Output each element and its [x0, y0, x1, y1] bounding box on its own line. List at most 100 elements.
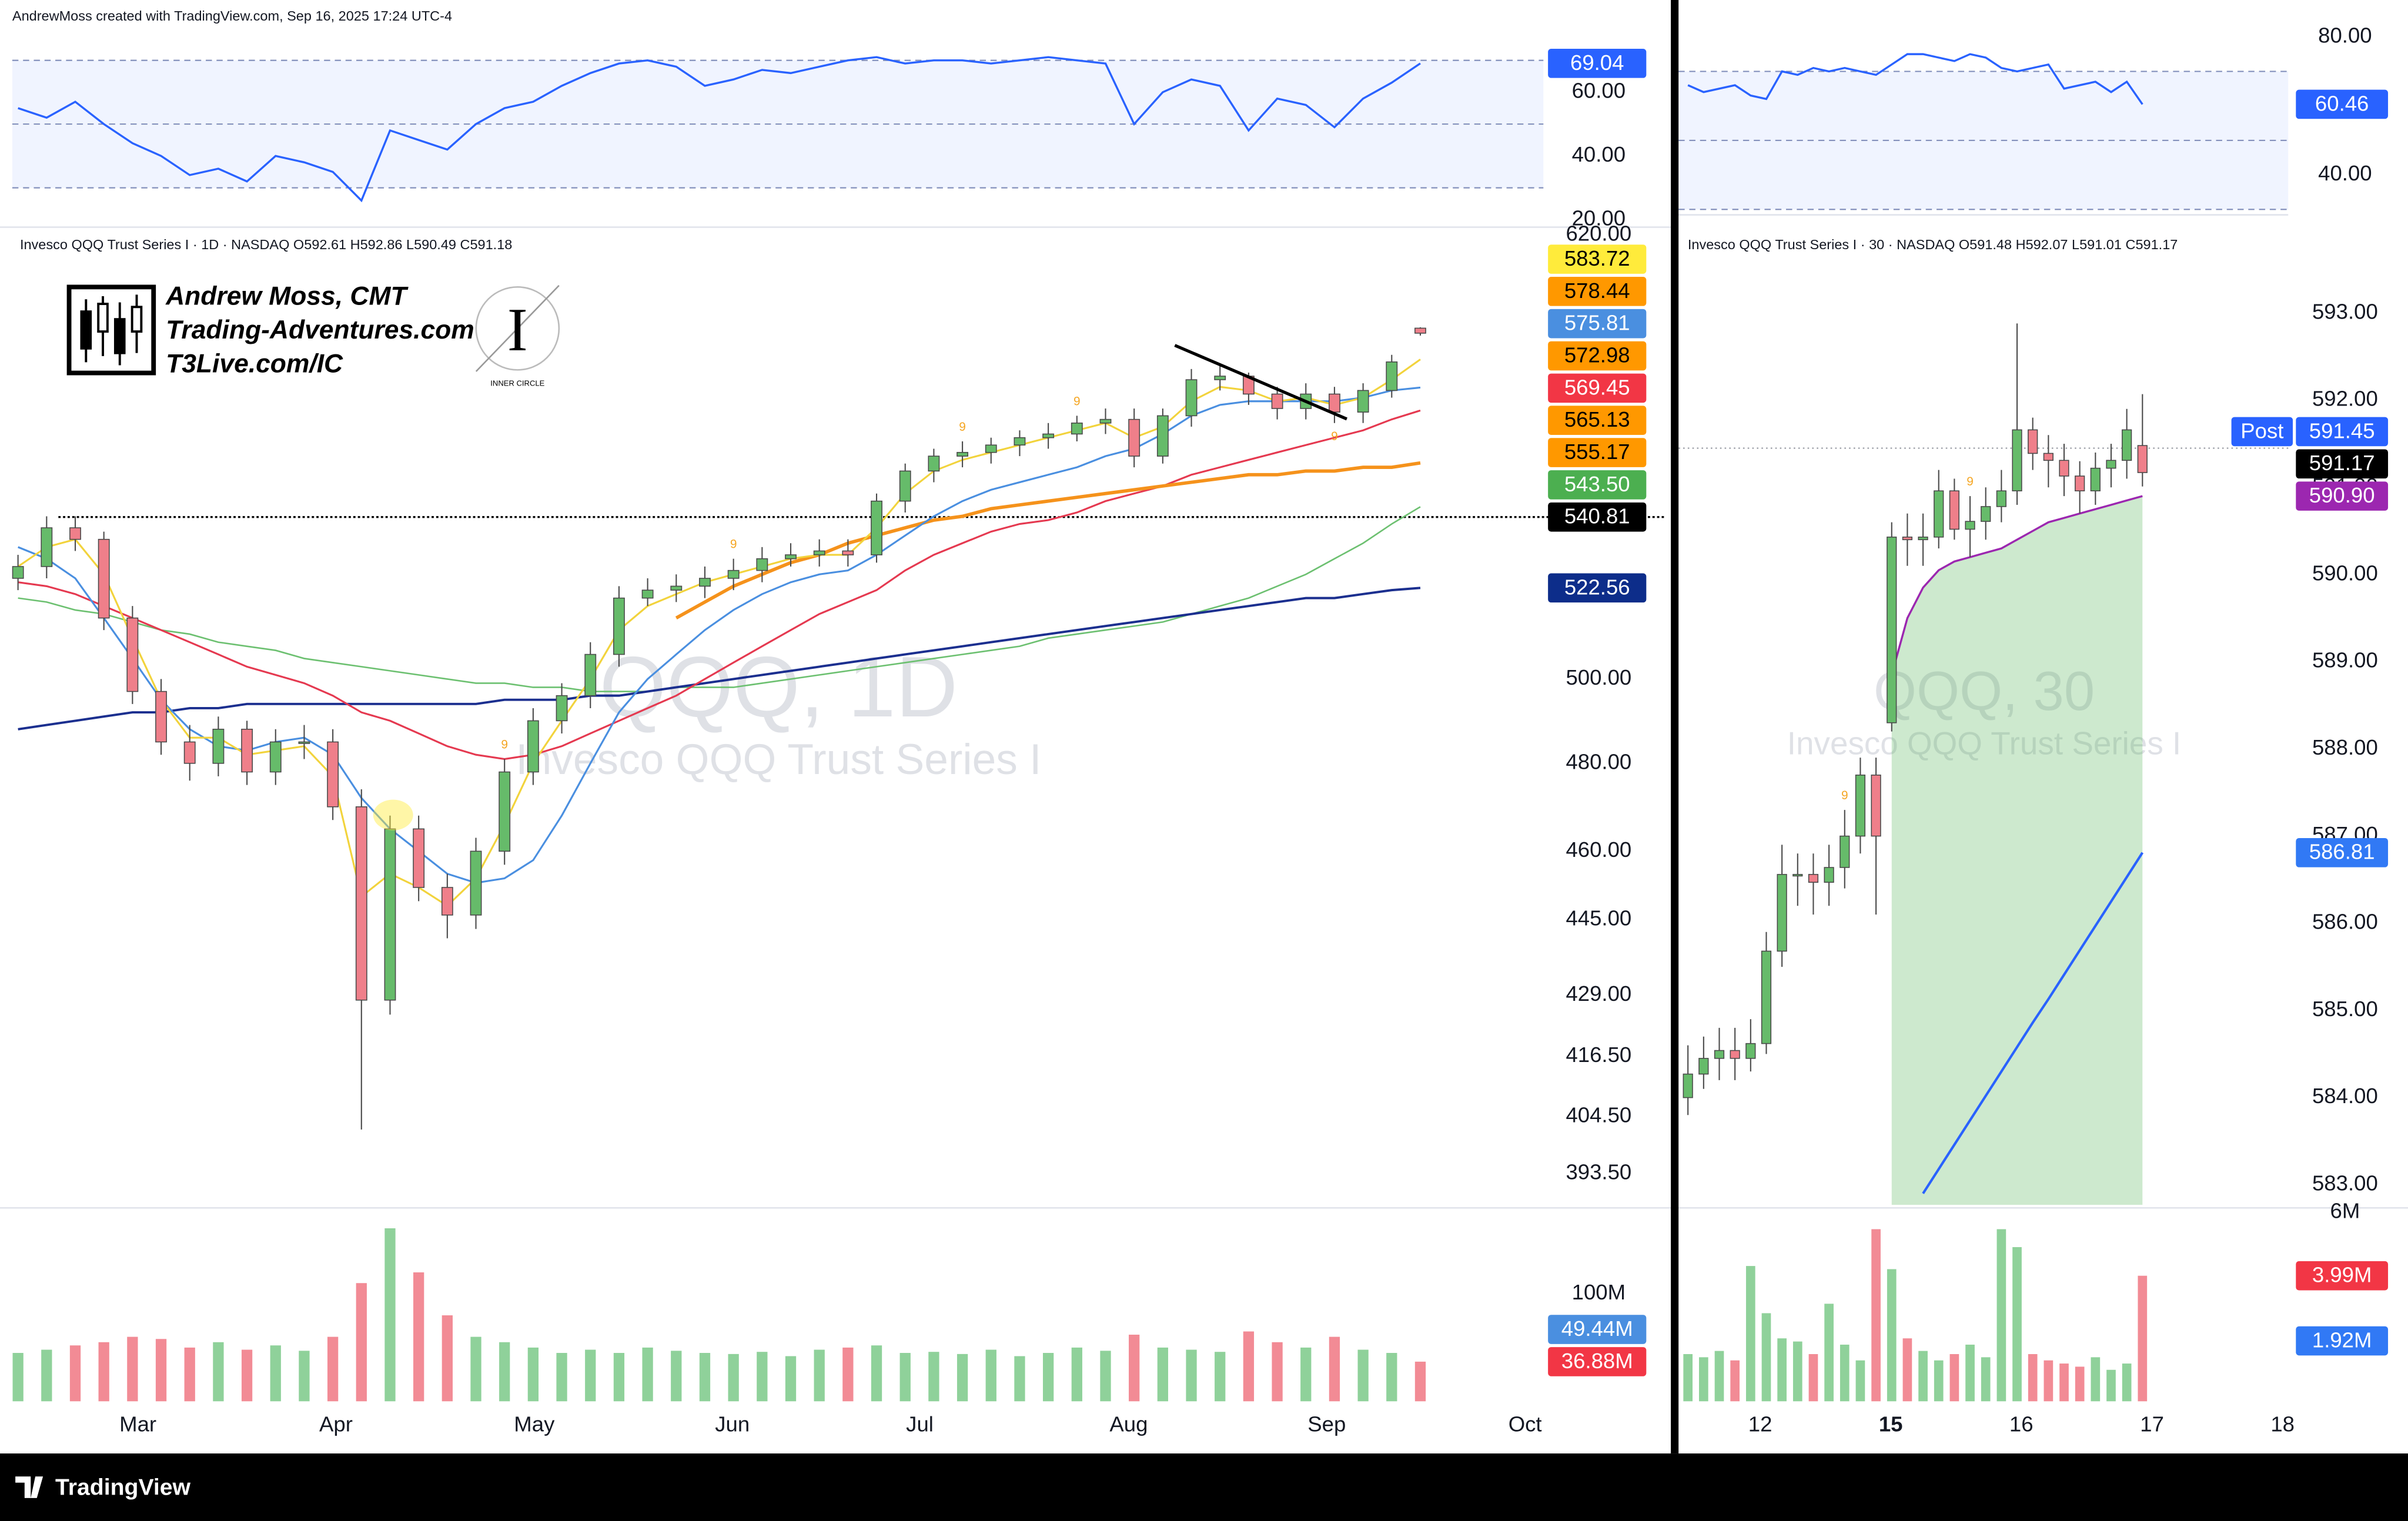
- volume-bar: [956, 1354, 968, 1402]
- x-tick-label: 15: [1879, 1412, 1903, 1436]
- td-count: 9: [1331, 430, 1338, 443]
- candle-body: [2028, 429, 2038, 454]
- price-badge-label: 591.45: [2309, 418, 2375, 443]
- rsi-line: [18, 56, 1421, 203]
- price-badge: [2296, 837, 2389, 867]
- volume-bar: [2044, 1360, 2054, 1402]
- candle-body: [1871, 774, 1881, 837]
- volume-bar: [2122, 1363, 2132, 1402]
- td-count: 9: [1073, 394, 1081, 408]
- candle-body: [1824, 867, 1834, 883]
- legend: Invesco QQQ Trust Series I · 30 · NASDAQ…: [1688, 237, 2178, 252]
- volume-bar: [241, 1349, 253, 1402]
- candle-body: [613, 597, 625, 655]
- candle-body: [2059, 460, 2069, 477]
- volume-bar: [899, 1353, 911, 1402]
- candle-body: [126, 617, 139, 692]
- candle-body: [1185, 379, 1198, 417]
- candle-body: [956, 452, 969, 457]
- candle-body: [1099, 418, 1112, 424]
- footer-logo: [15, 1476, 44, 1498]
- volume-bar: [155, 1339, 167, 1402]
- candle-body: [842, 550, 854, 555]
- volume-bar: [757, 1352, 768, 1402]
- x-tick-label: 16: [2009, 1412, 2034, 1436]
- y-tick-label: 429.00: [1566, 981, 1631, 1006]
- price-badge: [2296, 1326, 2389, 1356]
- volume-bar: [1683, 1354, 1693, 1402]
- volume-bar: [1887, 1269, 1897, 1402]
- volume-bar: [327, 1336, 339, 1402]
- volume-bar: [642, 1347, 653, 1402]
- price-badge-label: 522.56: [1564, 575, 1630, 599]
- volume-bar: [213, 1342, 224, 1402]
- candle-body: [1414, 327, 1426, 334]
- price-badge: [1548, 309, 1647, 339]
- price-badge: [1548, 1347, 1647, 1376]
- volume-bar: [1761, 1313, 1771, 1402]
- candle-body: [1918, 537, 1928, 541]
- inner-circle-text: INNER CIRCLE: [490, 378, 544, 387]
- volume-bar: [1949, 1354, 1959, 1402]
- candle-body: [727, 569, 740, 579]
- volume-bar: [785, 1356, 797, 1402]
- volume-bar: [699, 1353, 711, 1402]
- x-tick-label: Oct: [1509, 1412, 1542, 1436]
- candle-body: [670, 585, 683, 591]
- y-tick-label: 445.00: [1566, 906, 1631, 930]
- candle-body: [269, 741, 282, 773]
- volume-bar: [1100, 1351, 1111, 1402]
- y-tick-label: 460.00: [1566, 837, 1631, 862]
- ma-line: [18, 409, 1421, 760]
- volume-bar: [2012, 1247, 2022, 1402]
- volume-bar: [2106, 1369, 2116, 1402]
- volume-bar: [842, 1347, 854, 1402]
- volume-bar: [585, 1349, 596, 1402]
- candle-body: [813, 550, 825, 555]
- inner-circle-logo: [475, 284, 560, 372]
- volume-bar: [299, 1351, 310, 1402]
- brand-name: Andrew Moss, CMT: [165, 282, 409, 310]
- volume-bar: [556, 1353, 567, 1402]
- ma-line: [18, 587, 1421, 731]
- candle-body: [1071, 423, 1083, 435]
- price-badge-label: 565.13: [1564, 407, 1630, 431]
- price-badge: [1548, 49, 1647, 78]
- watermark-symbol: QQQ, 1D: [600, 639, 958, 735]
- panel-divider: [1671, 0, 1679, 1454]
- candle-body: [2122, 429, 2132, 461]
- price-badge-label: 36.88M: [1561, 1349, 1633, 1373]
- brand-link: T3Live.com/IC: [166, 349, 343, 378]
- volume-bar: [1699, 1357, 1708, 1402]
- candle-body: [785, 554, 797, 560]
- ma-line: [1922, 852, 2144, 1194]
- candle-body: [1042, 433, 1055, 438]
- x-tick-label: 17: [2140, 1412, 2164, 1436]
- candle-body: [1981, 506, 1991, 522]
- rsi-tick-label: 60.00: [1572, 79, 1626, 103]
- y-tick-label: 592.00: [2312, 387, 2378, 411]
- candle-body: [556, 695, 568, 722]
- candle-body: [298, 741, 310, 744]
- volume-bar: [442, 1315, 453, 1402]
- volume-bar: [270, 1345, 281, 1402]
- price-badge-label: 543.50: [1564, 472, 1630, 496]
- candle-body: [584, 654, 597, 696]
- legend: Invesco QQQ Trust Series I · 1D · NASDAQ…: [20, 237, 512, 252]
- volume-bar: [1215, 1352, 1226, 1402]
- y-tick-label: 584.00: [2312, 1084, 2378, 1108]
- candle-body: [1745, 1043, 1756, 1059]
- volume-bar: [413, 1272, 424, 1402]
- brand-site: Trading-Adventures.com: [166, 316, 474, 344]
- volume-tick-label: 100M: [1572, 1280, 1626, 1304]
- volume-bar: [671, 1351, 682, 1402]
- x-tick-label: Sep: [1307, 1412, 1346, 1436]
- x-tick-label: 12: [1748, 1412, 1772, 1436]
- price-badge-label: 3.99M: [2312, 1263, 2372, 1287]
- candle-body: [1840, 835, 1850, 868]
- price-badge-label: 575.81: [1564, 311, 1630, 335]
- price-badge: [1548, 573, 1647, 603]
- candle-body: [1386, 361, 1398, 391]
- candle-body: [1949, 490, 1960, 530]
- y-tick-label: 593.00: [2312, 299, 2378, 323]
